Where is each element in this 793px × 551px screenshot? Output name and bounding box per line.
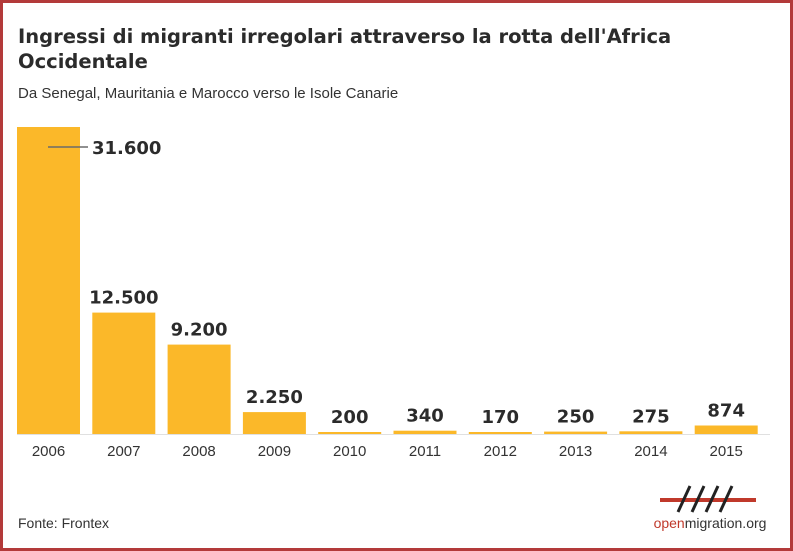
source-note: Fonte: Frontex bbox=[18, 515, 110, 531]
value-label-2006: 31.600 bbox=[92, 138, 161, 159]
x-tick-label-2011: 2011 bbox=[409, 443, 441, 460]
x-tick-label-2009: 2009 bbox=[258, 443, 291, 460]
bar-2007 bbox=[92, 312, 156, 434]
value-label-2011: 340 bbox=[406, 406, 444, 427]
logo-text-prefix: open bbox=[653, 515, 685, 531]
x-tick-label-2010: 2010 bbox=[333, 443, 366, 460]
x-tick-label-2012: 2012 bbox=[484, 443, 517, 460]
x-tick-label-2013: 2013 bbox=[559, 443, 592, 460]
bar-2014 bbox=[619, 431, 683, 434]
openmigration-logo: openmigration.org bbox=[640, 482, 780, 537]
value-label-2009: 2.250 bbox=[246, 387, 303, 408]
bar-2012 bbox=[468, 432, 532, 434]
value-label-2014: 275 bbox=[632, 406, 670, 427]
logo-mark-icon bbox=[660, 485, 756, 513]
x-tick-label-2006: 2006 bbox=[32, 443, 65, 460]
value-label-2008: 9.200 bbox=[171, 320, 228, 341]
value-label-2010: 200 bbox=[331, 407, 369, 428]
chart-title: Ingressi di migranti irregolari attraver… bbox=[18, 25, 672, 73]
x-tick-label-2008: 2008 bbox=[182, 443, 215, 460]
bar-2011 bbox=[393, 430, 457, 434]
chart-subtitle: Da Senegal, Mauritania e Marocco verso l… bbox=[18, 85, 399, 102]
x-tick-label-2014: 2014 bbox=[634, 443, 667, 460]
bar-2006 bbox=[17, 127, 80, 434]
bar-2013 bbox=[544, 431, 608, 434]
bar-2008 bbox=[167, 344, 231, 434]
bar-2010 bbox=[318, 432, 382, 434]
x-tick-label-2007: 2007 bbox=[107, 443, 140, 460]
logo-text-main: migration.org bbox=[684, 515, 767, 531]
value-label-2015: 874 bbox=[707, 401, 745, 422]
value-label-2013: 250 bbox=[557, 407, 595, 428]
x-tick-label-2015: 2015 bbox=[710, 443, 743, 460]
value-label-2007: 12.500 bbox=[89, 288, 158, 309]
logo-text: openmigration.org bbox=[640, 515, 780, 531]
value-label-2012: 170 bbox=[482, 407, 520, 428]
bar-2015 bbox=[694, 425, 758, 434]
bar-2009 bbox=[242, 412, 306, 434]
